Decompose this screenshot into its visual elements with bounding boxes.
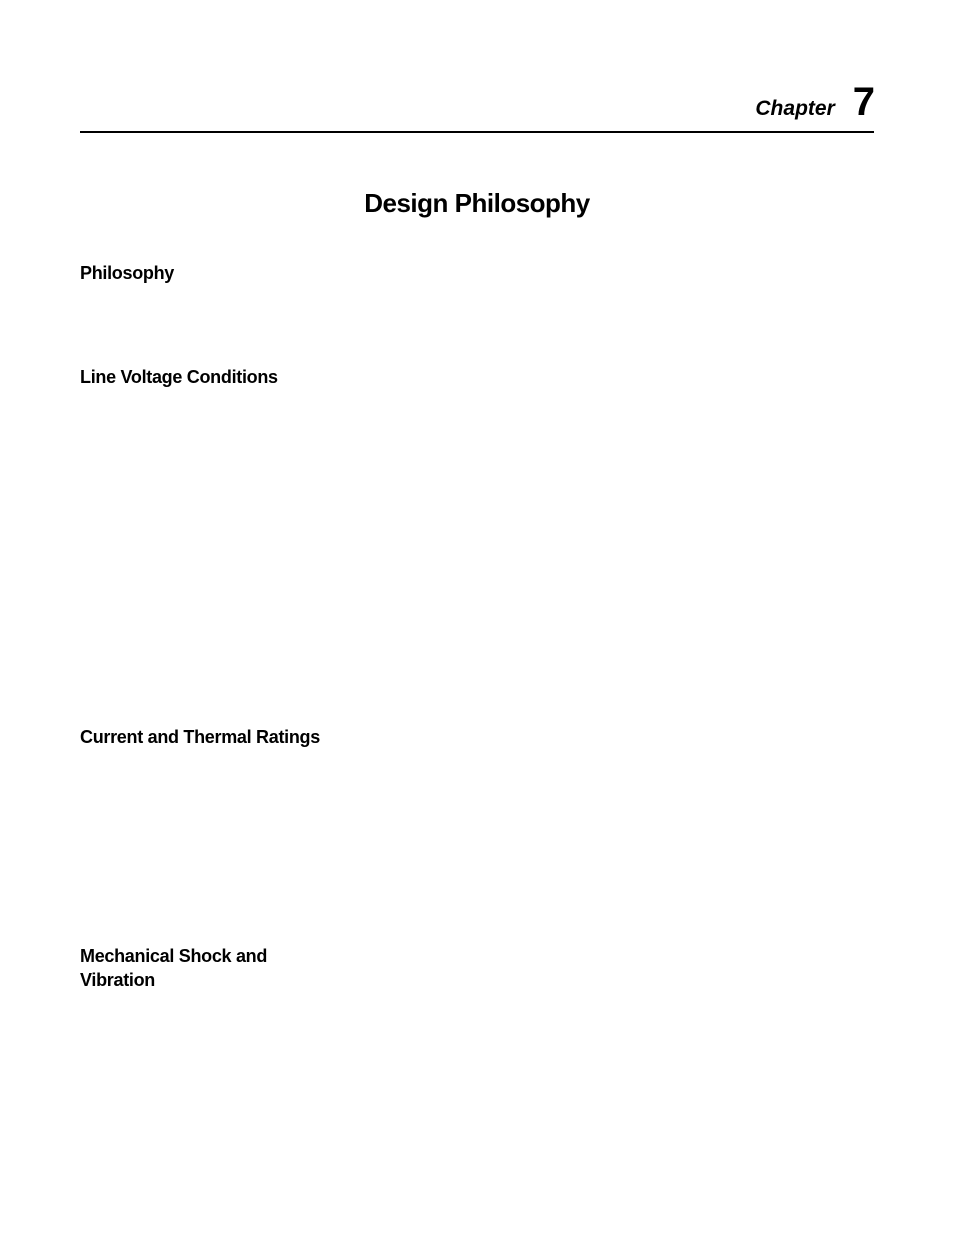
chapter-header: Chapter 7	[80, 80, 874, 133]
chapter-number: 7	[853, 80, 874, 125]
section-heading: Current and Thermal Ratings	[80, 725, 874, 749]
section-heading: Mechanical Shock and Vibration	[80, 944, 300, 993]
section-philosophy: Philosophy	[80, 261, 874, 285]
section-heading: Philosophy	[80, 261, 874, 285]
section-current-thermal: Current and Thermal Ratings	[80, 725, 874, 749]
section-heading: Line Voltage Conditions	[80, 365, 874, 389]
section-line-voltage: Line Voltage Conditions	[80, 365, 874, 389]
chapter-label: Chapter	[755, 97, 834, 121]
chapter-title: Design Philosophy	[80, 188, 874, 219]
section-mechanical-shock: Mechanical Shock and Vibration	[80, 944, 874, 993]
document-page: Chapter 7 Design Philosophy Philosophy L…	[0, 0, 954, 1072]
